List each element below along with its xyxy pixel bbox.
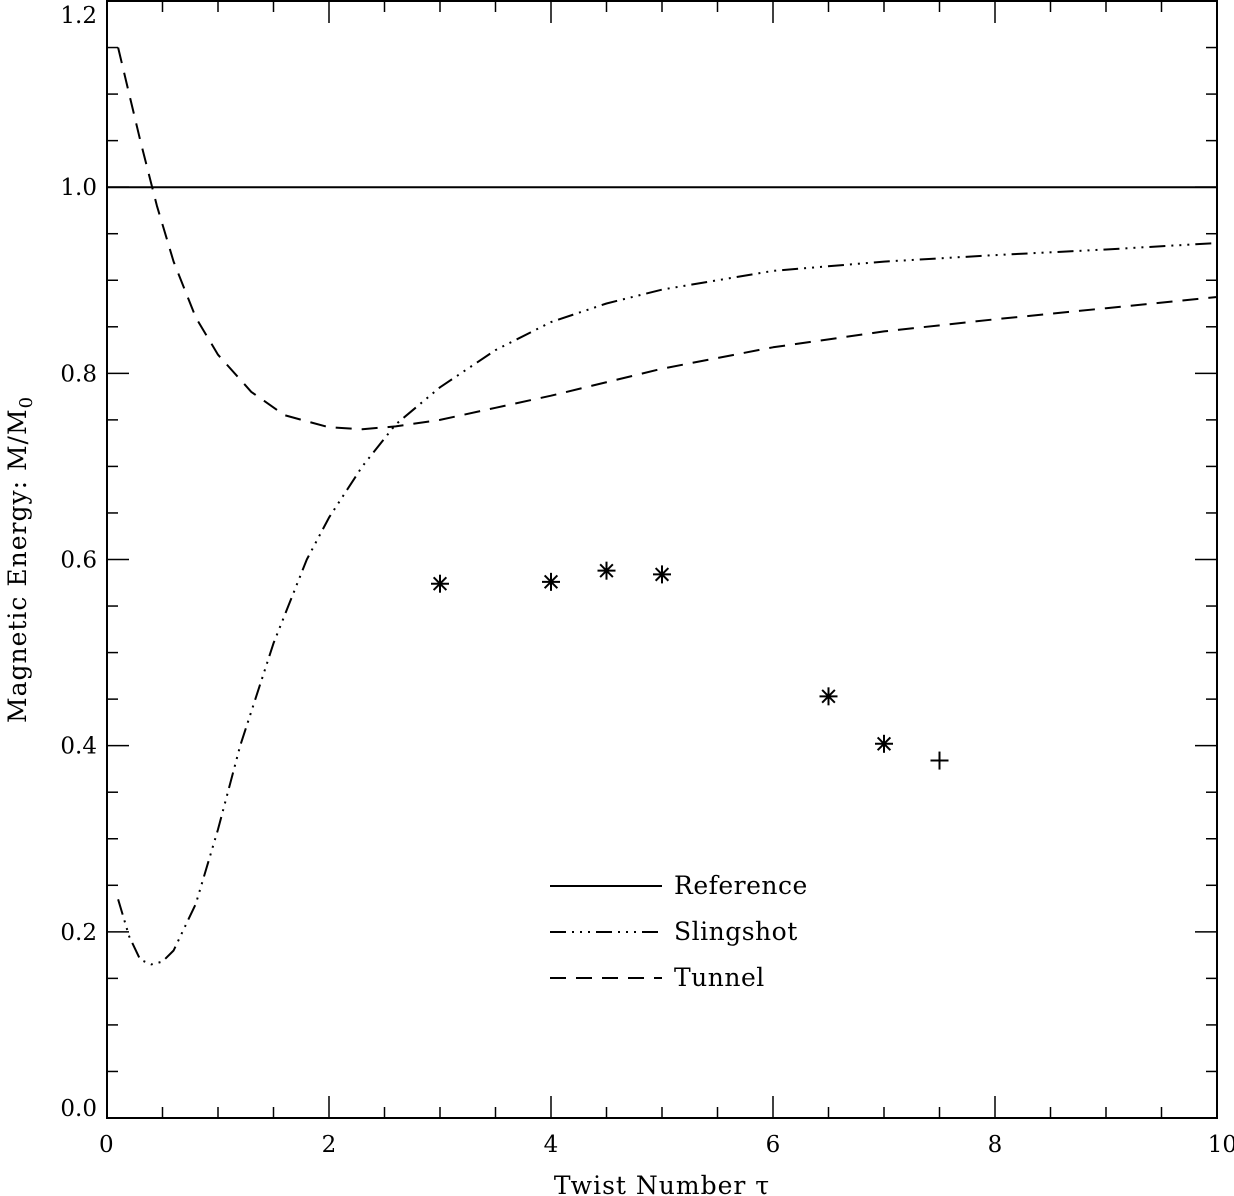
asterisk-marker bbox=[597, 561, 616, 580]
y-tick-label: 0.4 bbox=[60, 734, 97, 760]
asterisk-marker bbox=[542, 572, 560, 591]
axis-ticks bbox=[106, 0, 1218, 1119]
series-slingshot-line bbox=[117, 242, 1218, 966]
asterisk-marker bbox=[819, 687, 838, 706]
x-tick-label: 4 bbox=[544, 1132, 559, 1158]
legend-label-slingshot: Slingshot bbox=[674, 917, 798, 946]
asterisk-marker bbox=[653, 565, 671, 584]
asterisk-marker bbox=[431, 574, 449, 593]
plus-marker bbox=[930, 751, 949, 770]
y-tick-label: 0.2 bbox=[60, 920, 97, 946]
x-axis-title: Twist Number τ bbox=[554, 1171, 770, 1196]
y-tick-label: 1.2 bbox=[60, 3, 97, 29]
y-axis-title: Magnetic Energy: M/M0 bbox=[3, 396, 37, 723]
legend-label-reference: Reference bbox=[674, 871, 808, 900]
x-tick-label: 10 bbox=[1208, 1132, 1234, 1158]
data-points bbox=[431, 561, 949, 770]
x-tick-label: 0 bbox=[99, 1132, 114, 1158]
series-tunnel-line bbox=[117, 47, 1218, 431]
legend: Reference Slingshot Tunnel bbox=[550, 871, 808, 992]
x-tick-label: 6 bbox=[766, 1132, 781, 1158]
series-lines bbox=[107, 47, 1218, 966]
y-tick-label: 1.0 bbox=[60, 175, 97, 201]
y-tick-label: 0.6 bbox=[60, 548, 97, 574]
y-tick-label: 0.8 bbox=[60, 361, 97, 387]
y-axis-title-subscript: 0 bbox=[16, 396, 37, 408]
legend-label-tunnel: Tunnel bbox=[674, 963, 765, 992]
tick-labels: 0 2 4 6 8 10 0.0 0.2 0.4 0.6 0.8 1.0 1.2 bbox=[60, 3, 1234, 1158]
asterisk-marker bbox=[875, 734, 893, 753]
y-tick-label: 0.0 bbox=[60, 1096, 97, 1122]
x-tick-label: 8 bbox=[988, 1132, 1003, 1158]
x-tick-label: 2 bbox=[322, 1132, 337, 1158]
plot-frame bbox=[106, 0, 1218, 1119]
y-axis-title-main: Magnetic Energy: M/M bbox=[3, 408, 32, 723]
